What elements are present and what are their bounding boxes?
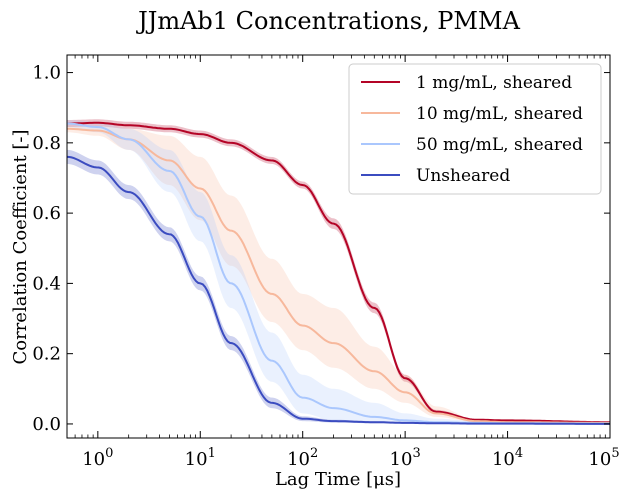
legend-label-10-mg-ml-sheared: 10 mg/mL, sheared [416, 104, 583, 124]
y-tick-label: 0.0 [32, 414, 61, 435]
x-axis-label: Lag Time [μs] [275, 469, 401, 490]
x-tick-label: 100 [82, 446, 113, 470]
y-axis-label: Correlation Coefficient [-] [10, 129, 31, 364]
chart-title: JJmAb1 Concentrations, PMMA [135, 7, 520, 35]
series-line-unsheared [66, 155, 610, 425]
x-tick-label: 101 [185, 446, 216, 470]
confidence-bands [67, 119, 610, 424]
series-lines [66, 121, 610, 425]
y-tick-label: 1.0 [32, 63, 61, 84]
legend: 1 mg/mL, sheared 10 mg/mL, sheared 50 mg/m… [348, 63, 602, 195]
axis-ticks: 0.0 0.2 0.4 0.6 0.8 1.0 100 101 102 103 104 105 [32, 55, 620, 470]
y-tick-label: 0.2 [32, 344, 61, 365]
legend-box [348, 63, 602, 195]
y-tick-label: 0.6 [32, 203, 61, 224]
legend-label-50-mg-ml-sheared: 50 mg/mL, sheared [416, 135, 583, 155]
plot-frame [66, 54, 611, 439]
series-line-10-mg-ml-sheared [67, 127, 610, 424]
legend-label-1-mg-ml-sheared: 1 mg/mL, sheared [416, 73, 572, 93]
y-tick-label: 0.4 [32, 273, 61, 294]
x-tick-label: 104 [492, 446, 523, 470]
series-line-1-mg-ml-sheared [67, 121, 610, 424]
x-tick-label: 103 [390, 446, 421, 470]
x-tick-label: 105 [588, 446, 619, 470]
band-50-mg-ml-sheared [67, 120, 610, 424]
x-tick-label: 102 [287, 446, 318, 470]
y-tick-label: 0.8 [32, 133, 61, 154]
legend-label-unsheared: Unsheared [416, 166, 510, 186]
band-10-mg-ml-sheared [67, 125, 610, 424]
